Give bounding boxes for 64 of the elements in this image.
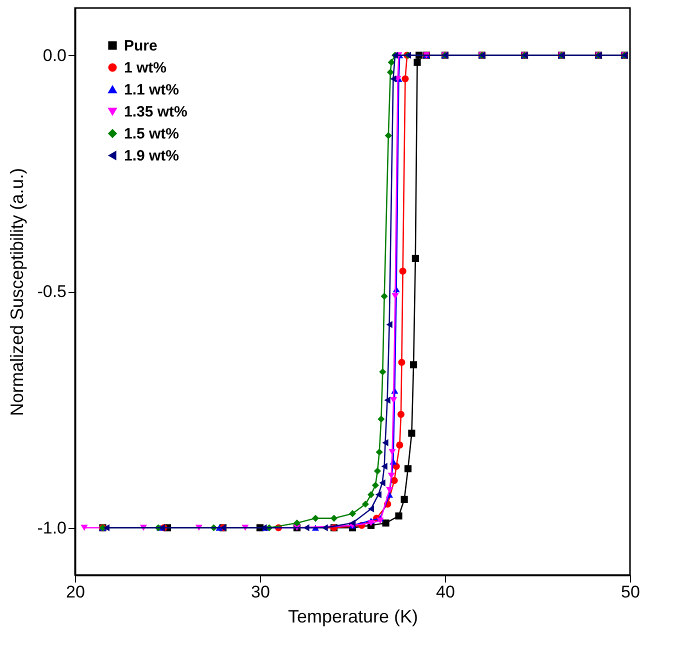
point — [390, 397, 398, 404]
point — [303, 524, 310, 532]
point — [386, 68, 394, 76]
y-tick-label: -0.5 — [37, 282, 66, 301]
point — [399, 268, 406, 275]
x-axis-title: Temperature (K) — [288, 606, 418, 626]
point — [381, 462, 388, 470]
point — [388, 472, 395, 479]
point — [410, 361, 418, 368]
legend-label: 1.35 wt% — [124, 104, 188, 120]
point — [349, 519, 356, 527]
point — [388, 449, 396, 456]
point — [400, 496, 408, 503]
point — [80, 524, 88, 531]
point — [330, 514, 338, 522]
legend-label: 1 wt% — [124, 60, 167, 76]
point — [382, 519, 390, 527]
x-tick-label: 40 — [436, 582, 455, 602]
x-tick-label: 30 — [251, 582, 270, 602]
point — [378, 416, 385, 423]
point — [379, 368, 386, 376]
point — [376, 448, 383, 456]
point — [376, 518, 384, 524]
point — [396, 442, 404, 449]
point — [362, 500, 369, 508]
point — [368, 505, 374, 512]
y-tick-label: 0.0 — [42, 46, 66, 65]
point — [404, 465, 412, 472]
point — [390, 75, 396, 82]
point — [382, 439, 388, 446]
point — [402, 75, 409, 82]
y-axis-title: Normalized Susceptibility (a.u.) — [7, 168, 28, 416]
point — [379, 479, 386, 486]
point — [384, 132, 392, 140]
point — [367, 491, 375, 498]
point — [397, 410, 405, 418]
y-tick-label: -1.0 — [37, 518, 66, 538]
x-tick-label: 50 — [621, 582, 640, 602]
point — [386, 486, 394, 494]
point — [374, 468, 382, 475]
point — [414, 58, 421, 66]
point — [392, 293, 399, 300]
legend-label: 1.9 wt% — [124, 148, 180, 164]
point — [386, 321, 392, 328]
point — [395, 512, 402, 520]
point — [260, 524, 267, 532]
x-tick-label: 20 — [66, 582, 85, 602]
point — [408, 430, 416, 437]
point — [375, 491, 382, 498]
point — [293, 519, 301, 527]
legend-label: 1.5 wt% — [124, 126, 180, 142]
legend-label: 1.1 wt% — [124, 82, 180, 98]
point — [388, 58, 395, 66]
point — [322, 524, 328, 532]
point — [412, 254, 419, 262]
legend-label: Pure — [124, 38, 158, 54]
point — [380, 292, 388, 300]
point — [312, 514, 320, 522]
point — [103, 524, 110, 532]
point — [372, 482, 379, 489]
point — [367, 520, 375, 526]
point — [384, 396, 390, 404]
point — [398, 358, 406, 366]
point — [348, 510, 356, 518]
